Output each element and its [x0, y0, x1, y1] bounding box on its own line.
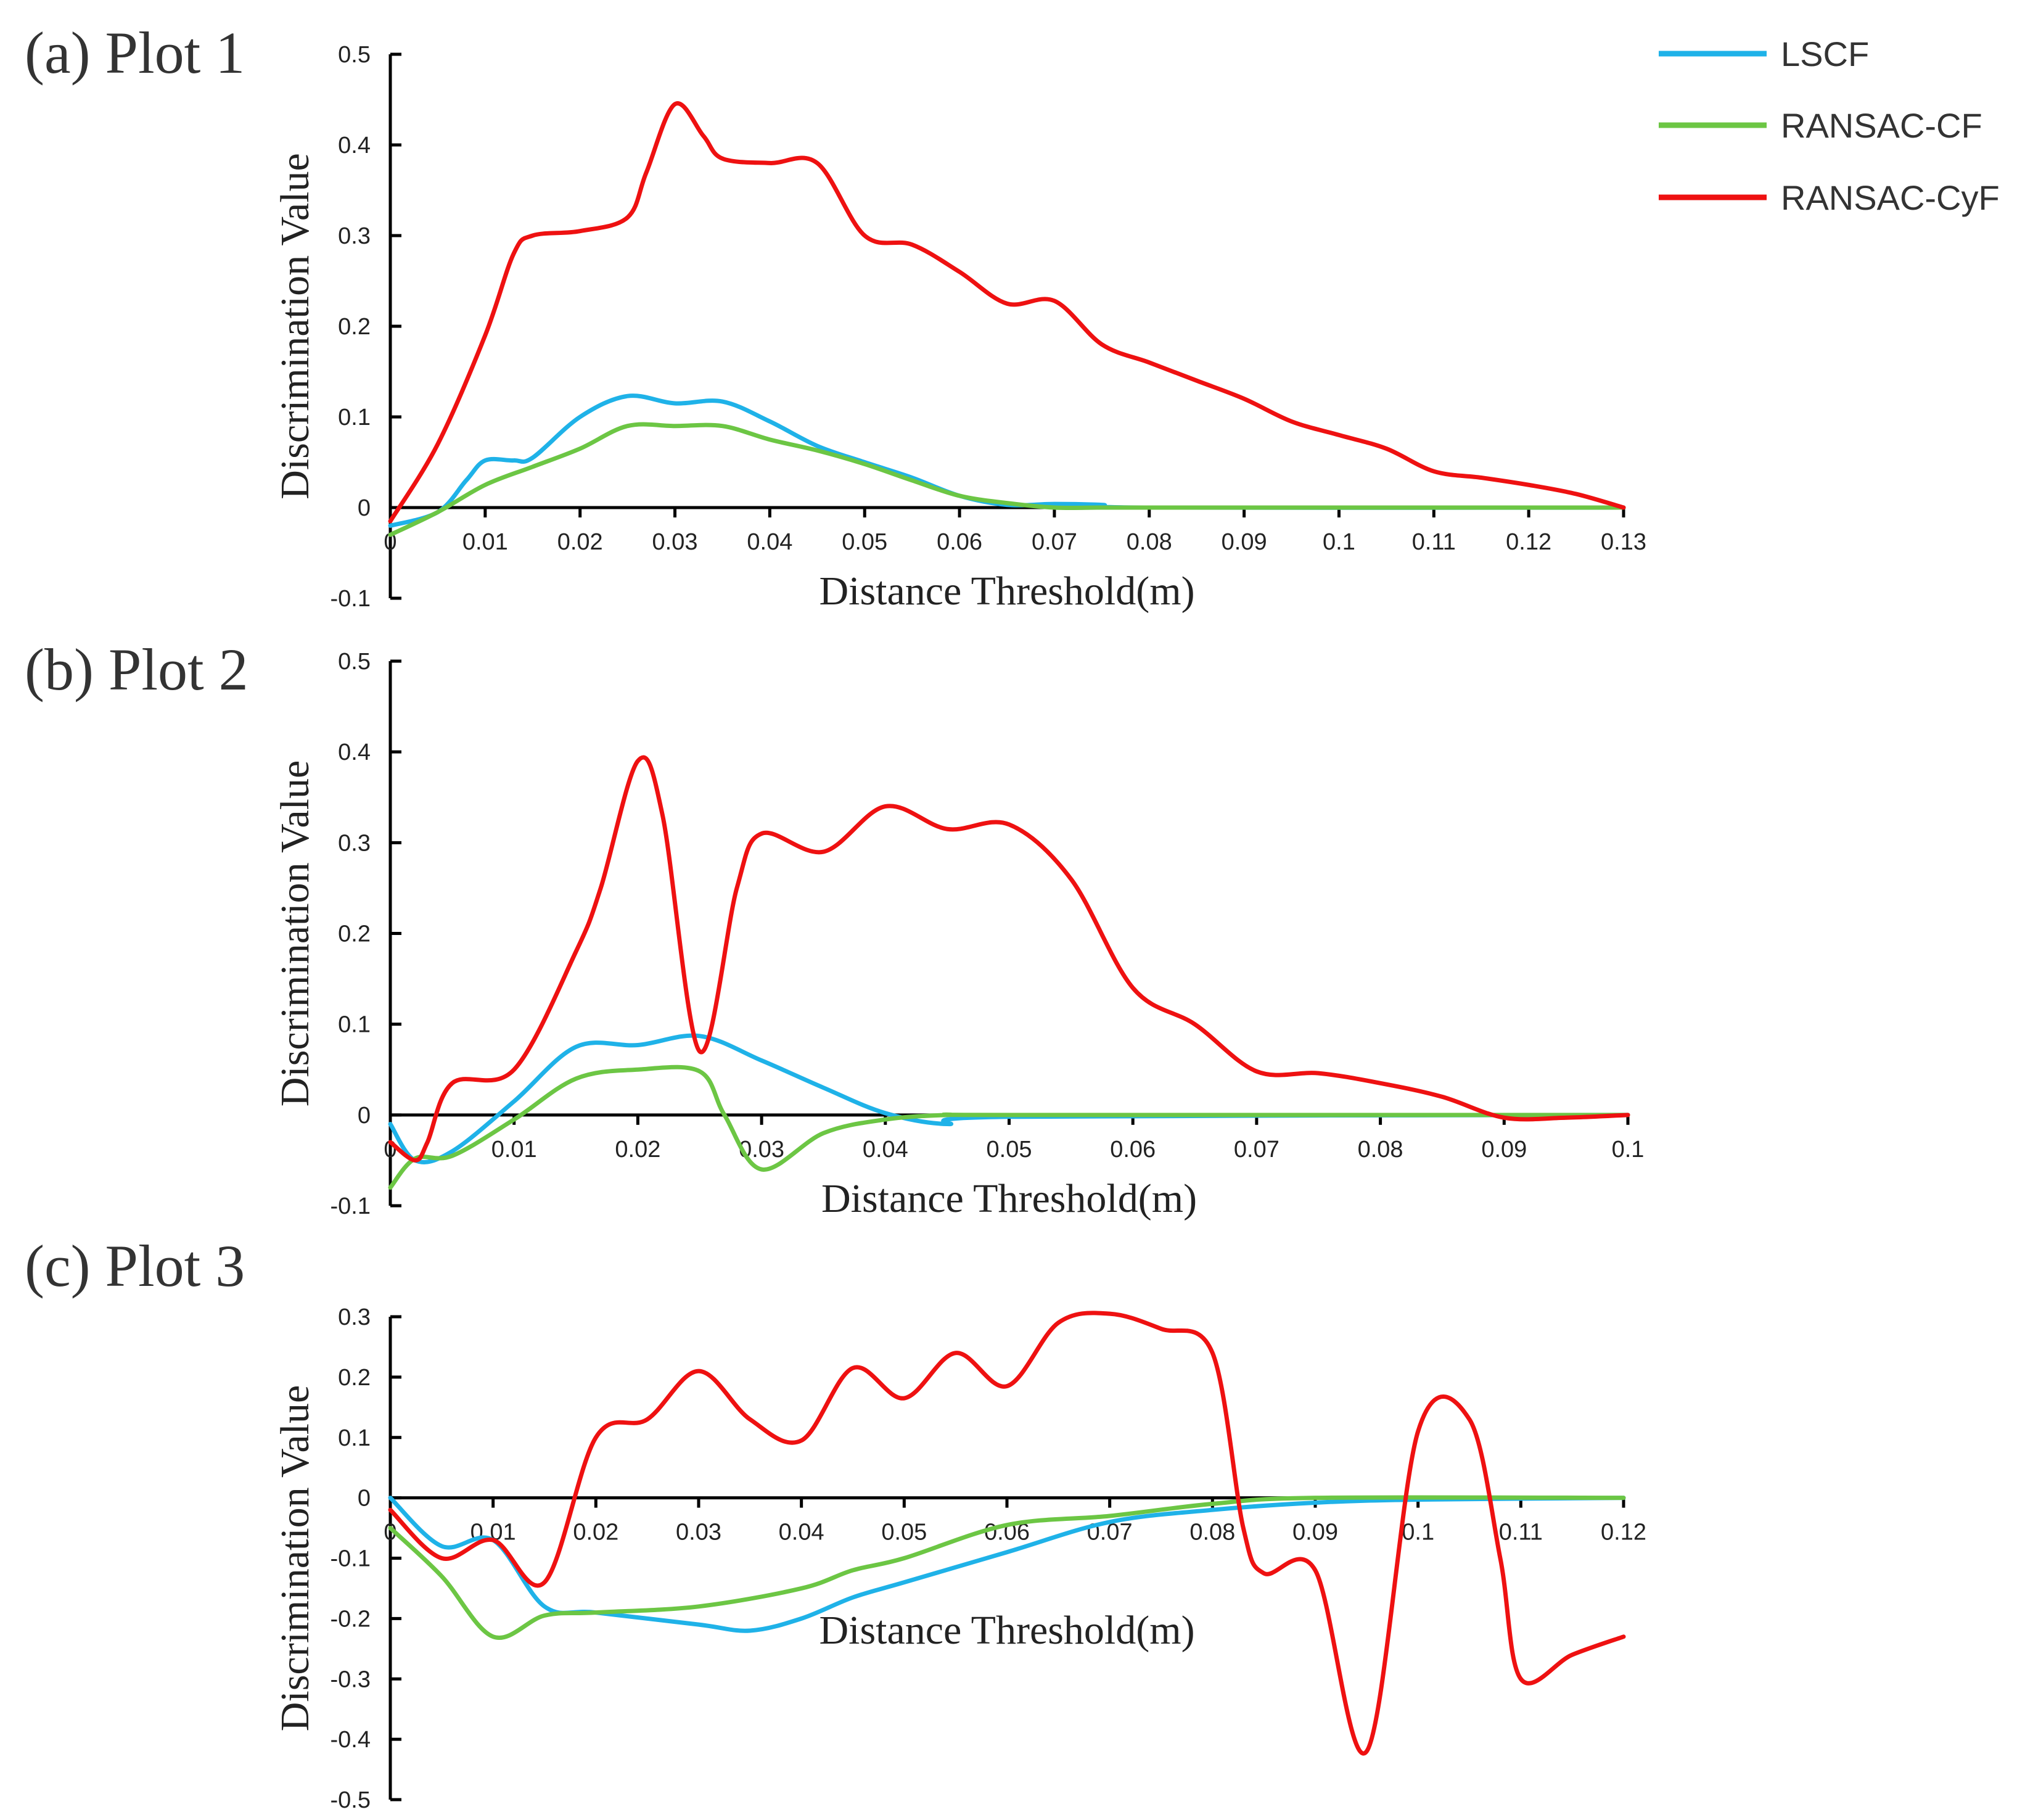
x-tick-label: 0.06: [937, 529, 982, 555]
series-line-ransac-cf: [388, 1495, 1626, 1640]
y-tick-label: 0.5: [338, 649, 371, 675]
x-tick-label: 0.08: [1358, 1137, 1403, 1163]
legend-label-lscf: LSCF: [1781, 35, 1869, 73]
y-tick-label: -0.3: [331, 1666, 371, 1692]
y-tick-label: -0.2: [331, 1606, 371, 1632]
panel-label: (a) Plot 1: [25, 20, 245, 86]
x-tick-label: 0.06: [1110, 1137, 1156, 1163]
x-tick-label: 0.12: [1601, 1520, 1646, 1546]
y-tick-label: 0.3: [338, 223, 371, 249]
x-tick-label: 0.07: [1032, 529, 1077, 555]
y-tick-label: -0.5: [331, 1787, 371, 1813]
series-line-ransac-cyf: [388, 101, 1626, 524]
x-tick-label: 0.12: [1506, 529, 1551, 555]
x-tick-label: 0.01: [491, 1137, 537, 1163]
legend-label-ransac-cyf: RANSAC-CyF: [1781, 178, 2000, 217]
y-tick-label: 0.3: [338, 830, 371, 856]
series-line-lscf: [388, 1496, 1626, 1633]
x-tick-label: 0.02: [615, 1137, 660, 1163]
x-tick-label: 0.11: [1499, 1520, 1543, 1546]
y-tick-label: 0: [358, 1103, 371, 1129]
x-tick-label: 0.13: [1601, 529, 1646, 555]
x-tick-label: 0: [384, 529, 396, 555]
x-tick-label: 0.09: [1292, 1520, 1338, 1546]
y-tick-label: -0.1: [331, 586, 371, 612]
chart-panel-3: (c) Plot 3 -0.5 -0.4 -0.3 -0.2 -0.1 0 0.1 0.2 0.3…: [25, 1233, 1646, 1813]
x-axis-title: Distance Threshold(m): [819, 569, 1194, 614]
y-tick-label: 0.2: [338, 314, 371, 340]
x-tick-label: 0.11: [1412, 529, 1456, 555]
x-tick-label: 0.04: [779, 1520, 824, 1546]
y-axis-title: Discrimination Value: [273, 760, 318, 1107]
x-tick-label: 0.1: [1612, 1137, 1645, 1163]
x-tick-label: 0.04: [747, 529, 792, 555]
y-tick-label: 0: [358, 1486, 371, 1512]
y-axis-title: Discrimination Value: [273, 153, 318, 500]
x-tick-label: 0.03: [676, 1520, 721, 1546]
x-tick-label: 0.09: [1222, 529, 1267, 555]
x-tick-label: 0.1: [1402, 1520, 1434, 1546]
y-axis-title: Discrimination Value: [273, 1385, 318, 1732]
x-tick-label: 0.07: [1234, 1137, 1279, 1163]
legend: LSCF RANSAC-CF RANSAC-CyF: [1659, 35, 2000, 217]
x-tick-label: 0.05: [987, 1137, 1032, 1163]
x-tick-label: 0.02: [557, 529, 603, 555]
chart-panel-1: (a) Plot 1 -0.1 0 0.1 0.2 0.3 0.4 0.5 0 0.01 0.02 0…: [25, 20, 1646, 614]
x-axis-title: Distance Threshold(m): [821, 1176, 1197, 1221]
y-tick-label: 0.4: [338, 739, 371, 765]
x-tick-label: 0.08: [1189, 1520, 1235, 1546]
y-tick-label: 0.2: [338, 1365, 371, 1391]
x-tick-label: 0.08: [1127, 529, 1172, 555]
x-tick-label: 0.05: [881, 1520, 927, 1546]
y-tick-label: 0.5: [338, 42, 371, 68]
x-tick-label: 0.1: [1323, 529, 1355, 555]
y-tick-label: -0.1: [331, 1193, 371, 1219]
legend-label-ransac-cf: RANSAC-CF: [1781, 106, 1982, 145]
x-tick-label: 0.05: [842, 529, 887, 555]
x-tick-label: 0.02: [573, 1520, 618, 1546]
y-tick-label: 0.1: [338, 1425, 371, 1451]
y-tick-label: -0.4: [331, 1727, 371, 1753]
chart-panel-2: (b) Plot 2-0.100.10.20.30.40.50 0.01 0.02 0…: [25, 636, 1644, 1221]
series-line-ransac-cf: [388, 422, 1626, 537]
x-tick-label: 0: [384, 1520, 396, 1546]
y-tick-label: 0.1: [338, 1012, 371, 1038]
x-tick-label: 0.09: [1481, 1137, 1527, 1163]
series-line-ransac-cf: [388, 1064, 1630, 1190]
x-tick-label: 0.01: [462, 529, 508, 555]
y-tick-label: 0: [358, 495, 371, 521]
y-tick-label: 0.4: [338, 133, 371, 159]
panel-label: (c) Plot 3: [25, 1233, 245, 1299]
y-tick-label: -0.1: [331, 1546, 371, 1572]
y-tick-label: 0.2: [338, 921, 371, 947]
x-tick-label: 0.03: [652, 529, 698, 555]
y-tick-label: 0.3: [338, 1304, 371, 1330]
panel-label: (b) Plot 2: [25, 636, 249, 702]
series-line-ransac-cyf: [388, 1311, 1626, 1756]
x-tick-label: 0.04: [863, 1137, 908, 1163]
y-tick-label: 0.1: [338, 405, 371, 430]
series-line-ransac-cyf: [388, 755, 1630, 1163]
x-axis-title: Distance Threshold(m): [819, 1608, 1194, 1653]
